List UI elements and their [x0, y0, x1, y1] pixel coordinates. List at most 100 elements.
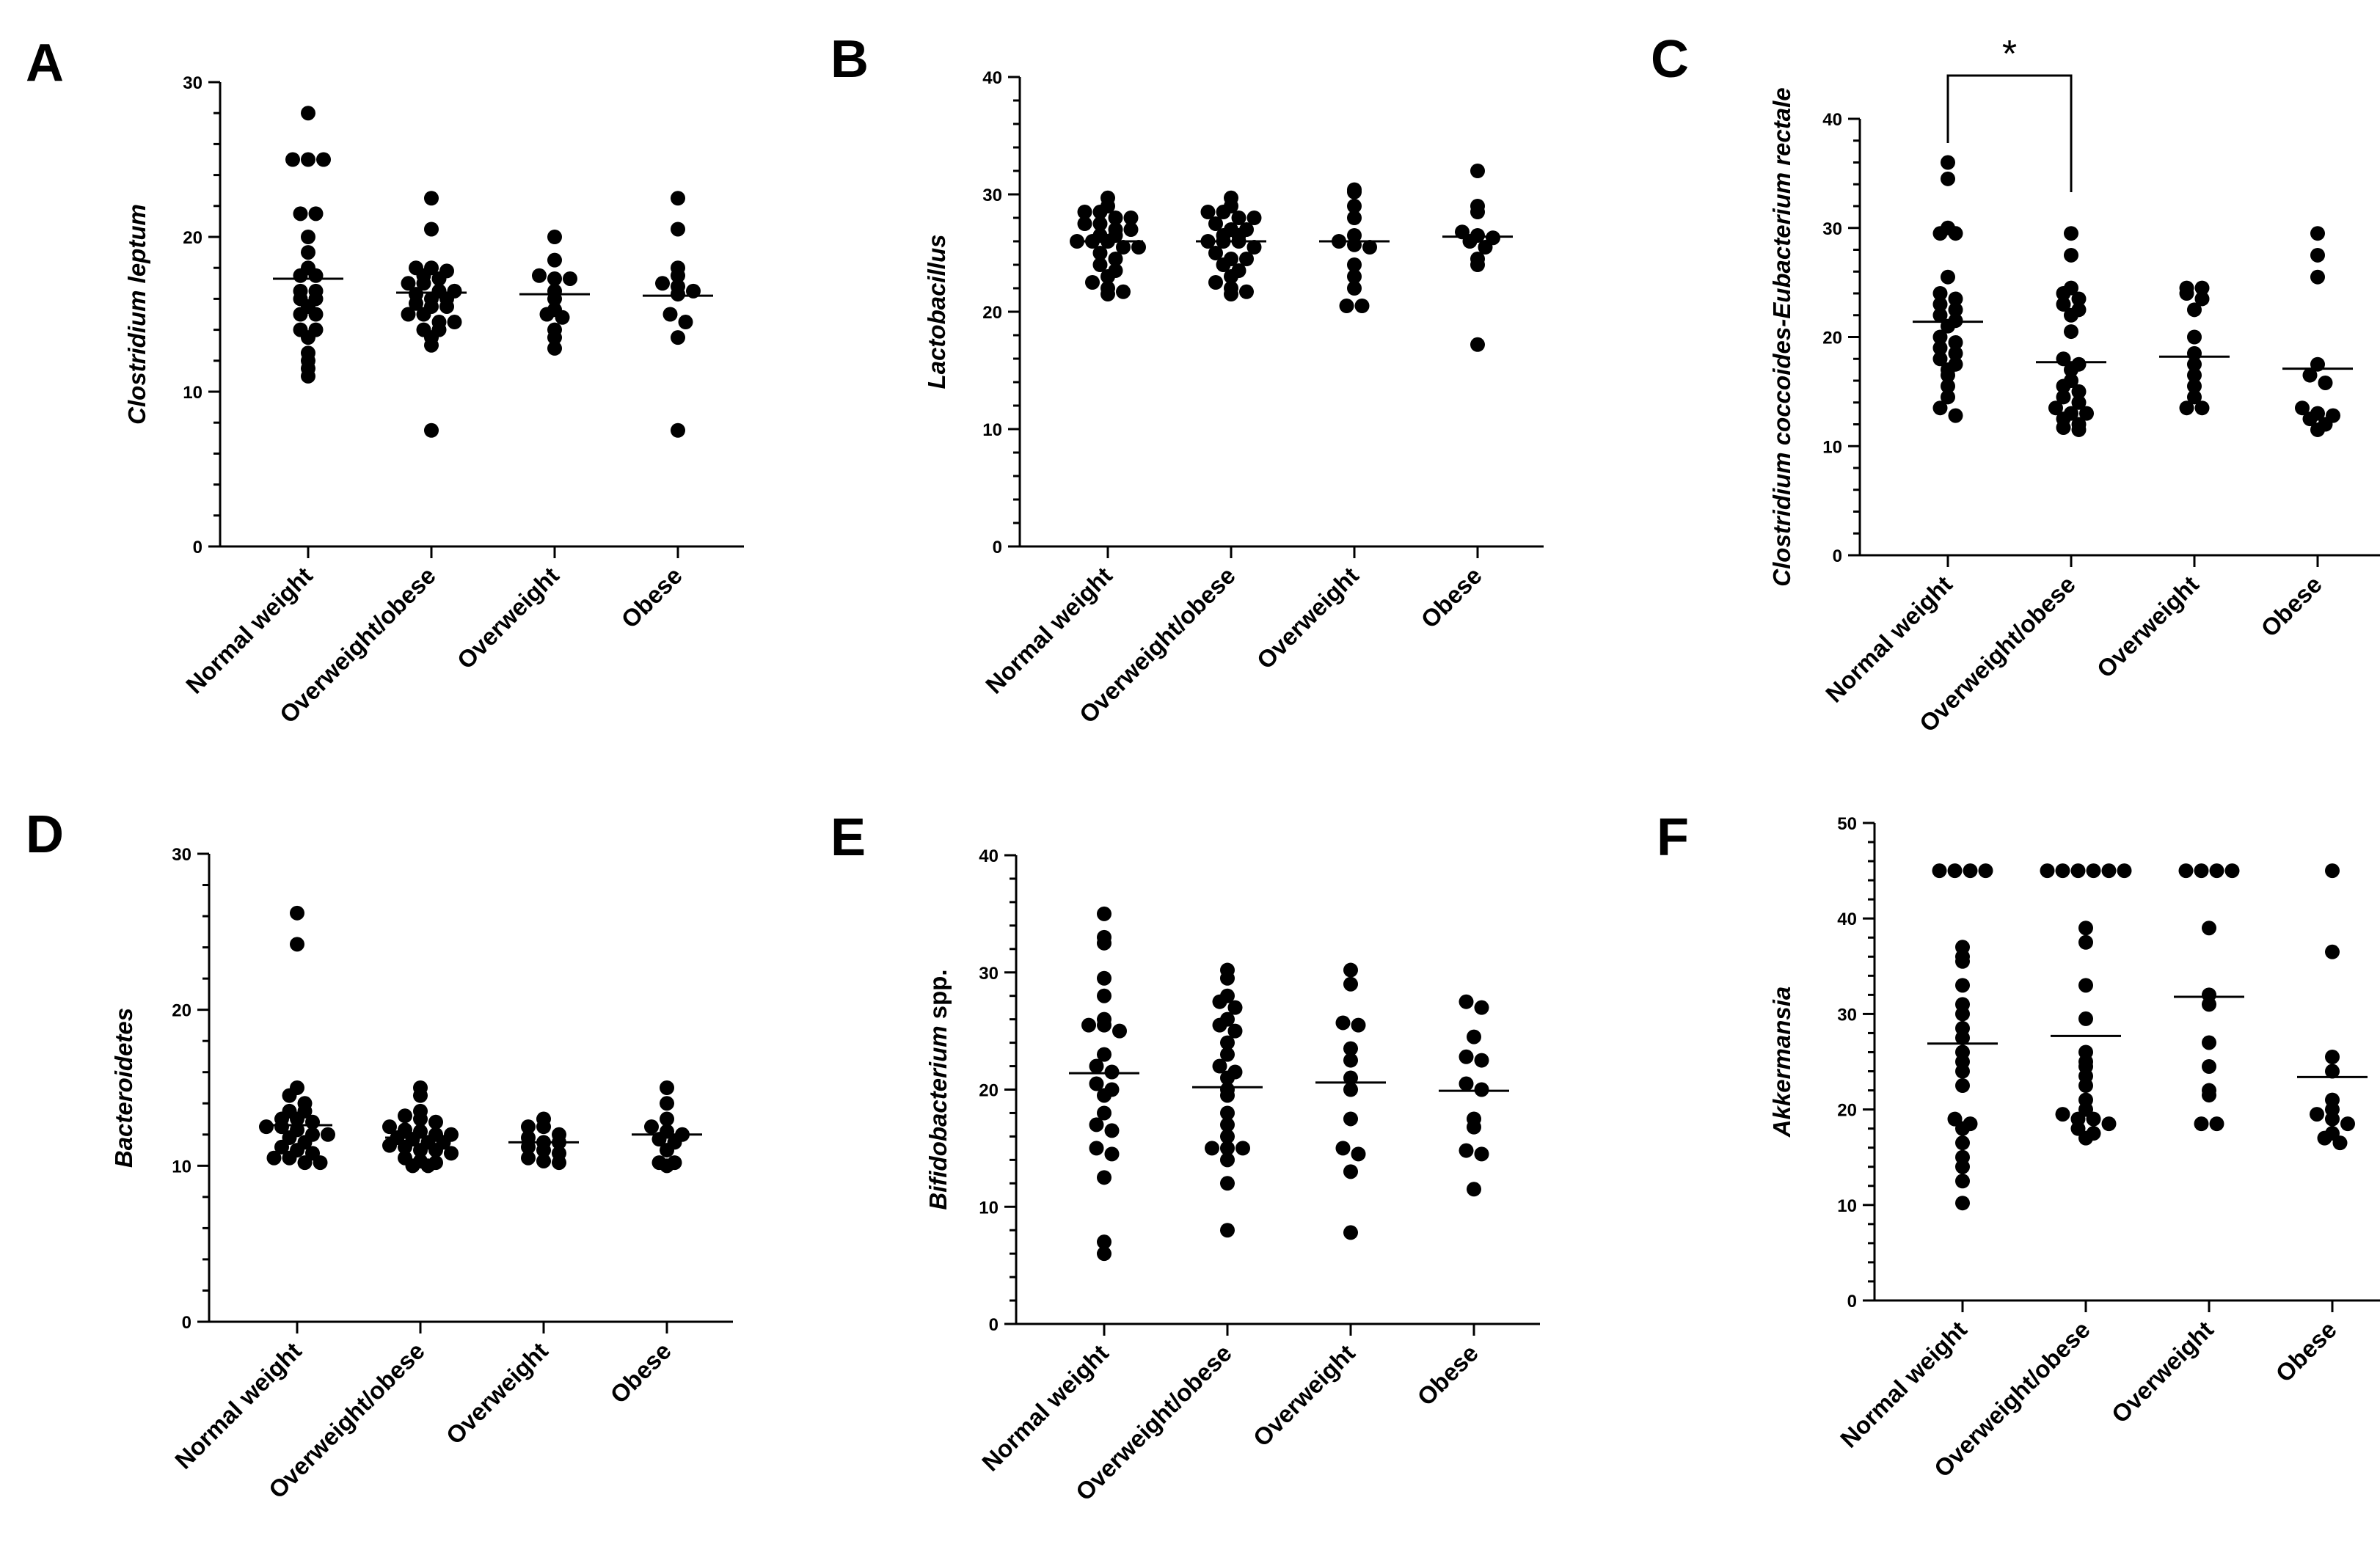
x-category-label: Obese	[1412, 1339, 1483, 1411]
data-point	[1216, 205, 1231, 219]
significance-marker: *	[2002, 33, 2017, 76]
data-point	[308, 206, 324, 222]
data-point	[1123, 222, 1139, 237]
y-axis-label: Akkermansia	[1768, 987, 1795, 1138]
data-point	[1948, 291, 1963, 307]
data-point	[539, 307, 555, 322]
data-point	[563, 271, 577, 286]
data-point	[1097, 935, 1111, 951]
data-point	[1955, 1121, 1970, 1136]
y-tick-label: 20	[183, 228, 202, 248]
data-point	[1097, 970, 1111, 986]
data-point	[1235, 1141, 1250, 1156]
data-point	[1941, 389, 1955, 405]
data-point	[1092, 216, 1108, 231]
data-point	[321, 1127, 335, 1142]
data-point	[1112, 1023, 1127, 1039]
data-point	[1200, 205, 1216, 219]
data-point	[521, 1119, 536, 1135]
data-point	[2056, 389, 2071, 405]
y-tick-label: 20	[1837, 1101, 1857, 1121]
data-point	[1216, 257, 1231, 272]
data-point	[2040, 863, 2055, 879]
data-point	[2187, 389, 2202, 405]
data-point	[382, 1119, 397, 1135]
data-point	[2078, 1011, 2093, 1026]
data-point	[1459, 1049, 1474, 1064]
data-point	[1092, 246, 1108, 260]
data-point	[2310, 269, 2325, 285]
data-point	[1467, 1119, 1481, 1135]
data-point	[1347, 257, 1362, 272]
data-point	[308, 307, 324, 322]
data-point	[1220, 1223, 1235, 1238]
data-point	[1941, 269, 1955, 285]
data-point	[290, 937, 304, 952]
data-point	[2064, 247, 2078, 263]
significance-bracket	[1946, 74, 2073, 192]
data-point	[2055, 863, 2070, 879]
data-point	[290, 905, 304, 921]
data-point	[2070, 863, 2086, 879]
data-point	[1343, 1225, 1358, 1240]
data-point	[2056, 378, 2071, 394]
y-tick-label: 0	[1847, 1292, 1857, 1311]
y-tick-label: 10	[1822, 437, 1842, 457]
data-point	[671, 222, 685, 237]
data-point	[2295, 400, 2310, 416]
data-point	[2209, 863, 2224, 879]
data-point	[1343, 1111, 1358, 1127]
data-point	[671, 422, 685, 438]
data-point	[1339, 299, 1354, 313]
data-point	[428, 1114, 443, 1130]
data-point	[555, 310, 570, 325]
data-point	[1208, 246, 1223, 260]
y-tick-label: 30	[1822, 219, 1842, 239]
y-tick-label: 30	[979, 964, 999, 984]
data-point	[1932, 307, 1948, 323]
data-point	[1239, 284, 1254, 299]
data-point	[1948, 226, 1963, 241]
data-point	[1220, 1129, 1235, 1144]
data-point	[2048, 400, 2063, 416]
data-point	[1220, 1035, 1235, 1050]
data-point	[2064, 324, 2078, 340]
data-point	[1941, 367, 1955, 383]
data-point	[1947, 863, 1963, 879]
data-point	[2202, 921, 2216, 936]
data-point	[2101, 863, 2117, 879]
data-point	[1941, 378, 1955, 394]
data-point	[1097, 988, 1111, 1003]
data-point	[1220, 1176, 1235, 1191]
data-point	[1220, 1141, 1235, 1156]
data-point	[1212, 994, 1227, 1009]
data-point	[301, 230, 315, 244]
data-point	[2194, 291, 2210, 307]
data-point	[431, 271, 447, 286]
x-category-label: Normal weight	[1820, 571, 1957, 708]
data-point	[2194, 1116, 2209, 1132]
y-axis-label: Clostridium leptum	[123, 204, 150, 425]
y-tick-label: 50	[1837, 814, 1857, 834]
data-point	[1089, 1141, 1104, 1156]
data-point	[1932, 400, 1948, 416]
data-point	[2078, 1078, 2093, 1094]
data-point	[2078, 934, 2093, 950]
data-point	[1474, 1000, 1489, 1015]
data-point	[2056, 420, 2071, 435]
data-point	[2325, 1049, 2340, 1064]
data-point	[1220, 1152, 1235, 1168]
data-point	[1343, 1164, 1358, 1179]
data-point	[1955, 1159, 1970, 1174]
data-point	[2187, 367, 2202, 383]
data-point	[536, 1119, 551, 1135]
x-category-label: Normal weight	[169, 1337, 307, 1474]
y-axis-label: Bifidobacterium spp.	[924, 969, 952, 1210]
data-point	[1955, 1078, 1970, 1094]
y-tick-label: 40	[979, 846, 999, 866]
data-point	[1085, 275, 1100, 290]
data-point	[398, 1139, 412, 1155]
data-point	[1347, 281, 1362, 296]
